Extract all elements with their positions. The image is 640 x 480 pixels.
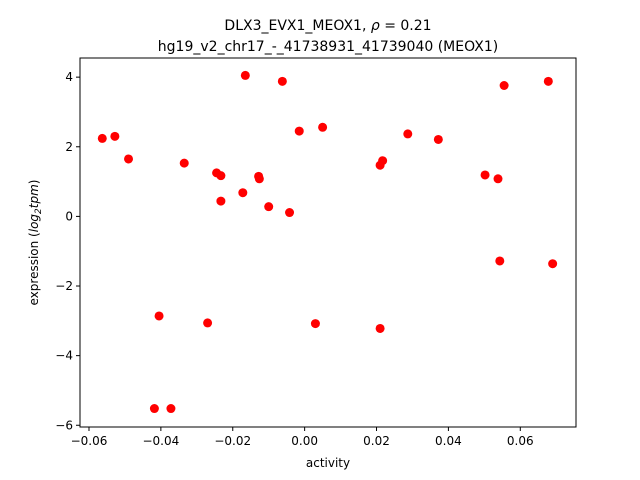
data-point [254,174,264,184]
data-point [493,174,503,184]
data-point [216,196,226,206]
data-point [203,318,213,328]
y-tick-label: 0 [65,209,73,223]
data-point [216,171,226,181]
x-tick-label: 0.06 [507,434,534,448]
data-point [480,170,490,180]
data-point [318,122,328,132]
data-point [499,81,509,91]
y-tick-label: −6 [55,418,73,432]
plot-area-frame [79,57,577,428]
chart-title-line2: hg19_v2_chr17_-_41738931_41739040 (MEOX1… [158,39,498,55]
data-point [97,133,107,143]
x-tick-label: −0.04 [142,434,179,448]
data-point [285,208,295,218]
data-point [154,311,164,321]
y-axis-label: expression (log2tpm) [27,180,44,306]
chart-title-line1: DLX3_EVX1_MEOX1, ρ = 0.21 [224,18,431,34]
data-point [179,158,189,168]
data-point [240,70,250,80]
x-axis-label: activity [306,456,350,470]
data-point [166,404,176,414]
data-point [149,404,159,414]
data-point [403,129,413,139]
data-point [238,188,248,198]
data-point [110,131,120,141]
axis-ticks: −0.06 −0.04 −0.02 0.00 0.02 0.04 0.06 −6 −4 −2 0 2 4 [55,70,533,448]
x-tick-label: −0.02 [214,434,251,448]
data-point [375,323,385,333]
data-point [294,126,304,136]
data-point [277,76,287,86]
data-point [264,202,274,212]
x-tick-label: 0.02 [363,434,390,448]
y-tick-label: 2 [65,140,73,154]
data-point [433,134,443,144]
data-point [495,256,505,266]
x-tick-label: −0.06 [71,434,108,448]
x-tick-label: 0.04 [435,434,462,448]
data-point [124,154,134,164]
data-point [543,76,553,86]
data-point [378,156,388,166]
y-tick-label: −2 [55,279,73,293]
data-point [548,259,558,269]
x-tick-label: 0.00 [291,434,318,448]
data-point [310,319,320,329]
data-points [97,70,558,414]
y-tick-label: 4 [65,70,73,84]
y-tick-label: −4 [55,349,73,363]
